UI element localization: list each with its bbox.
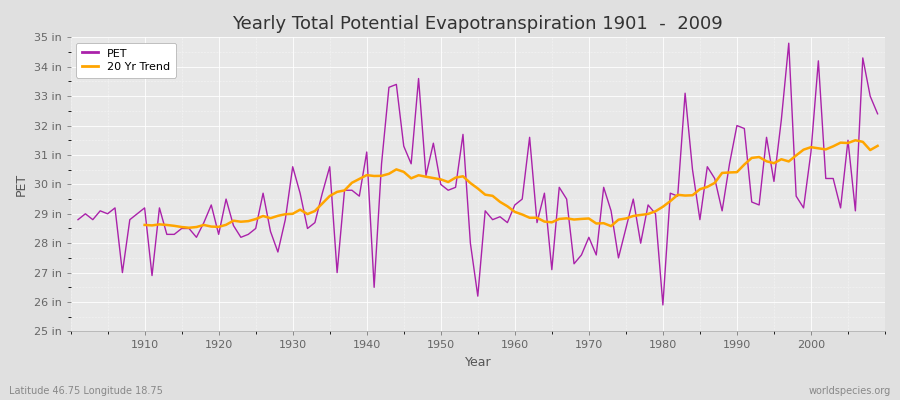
Text: worldspecies.org: worldspecies.org xyxy=(809,386,891,396)
Text: Latitude 46.75 Longitude 18.75: Latitude 46.75 Longitude 18.75 xyxy=(9,386,163,396)
X-axis label: Year: Year xyxy=(464,356,491,369)
Y-axis label: PET: PET xyxy=(15,173,28,196)
Title: Yearly Total Potential Evapotranspiration 1901  -  2009: Yearly Total Potential Evapotranspiratio… xyxy=(232,15,724,33)
Legend: PET, 20 Yr Trend: PET, 20 Yr Trend xyxy=(76,43,176,78)
